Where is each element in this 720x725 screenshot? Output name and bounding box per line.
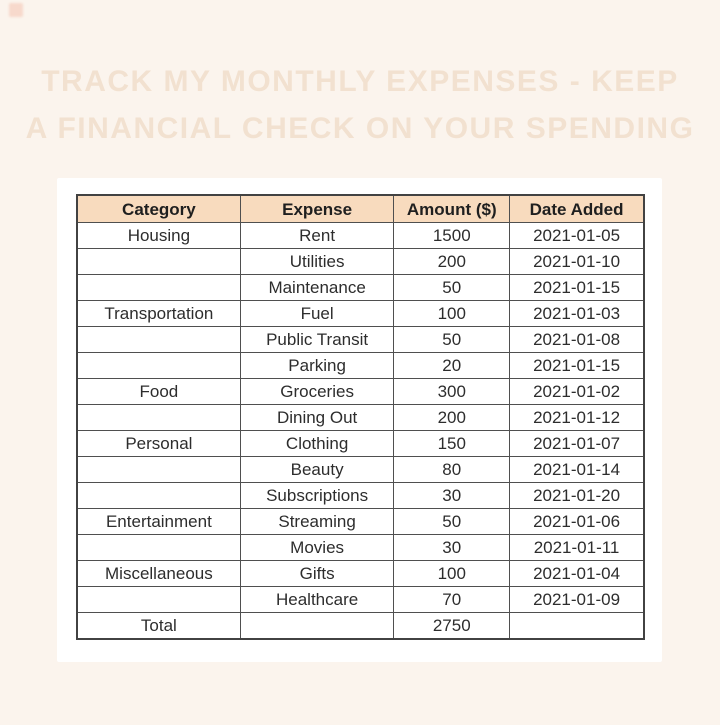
table-row: Housing Rent 1500 2021-01-05	[76, 222, 645, 249]
table-cell	[76, 586, 241, 613]
table-cell: Food	[76, 378, 241, 405]
header-row: Category Expense Amount ($) Date Added	[76, 194, 645, 223]
table-cell	[76, 352, 241, 379]
table-row: Movies 30 2021-01-11	[76, 534, 645, 561]
table-cell	[76, 404, 241, 431]
table-cell: 100	[393, 560, 511, 587]
table-cell: 2021-01-20	[509, 482, 645, 509]
table-cell: Miscellaneous	[76, 560, 241, 587]
table-cell: 2021-01-08	[509, 326, 645, 353]
table-cell	[76, 534, 241, 561]
page-title-line-1: TRACK MY MONTHLY EXPENSES - KEEP	[41, 65, 679, 98]
page-title-line-2: A FINANCIAL CHECK ON YOUR SPENDING	[25, 112, 695, 145]
table-row: Personal Clothing 150 2021-01-07	[76, 430, 645, 457]
table-row: Miscellaneous Gifts 100 2021-01-04	[76, 560, 645, 587]
table-cell: 300	[393, 378, 511, 405]
table-cell: Healthcare	[239, 586, 395, 613]
table-cell: 70	[393, 586, 511, 613]
table-cell	[76, 274, 241, 301]
table-cell: 2750	[393, 612, 511, 640]
table-cell	[509, 612, 645, 640]
table-cell: 2021-01-05	[509, 222, 645, 249]
table-cell	[76, 482, 241, 509]
corner-accent-square	[9, 3, 23, 17]
table-cell: 100	[393, 300, 511, 327]
table-row: Maintenance 50 2021-01-15	[76, 274, 645, 301]
header-category: Category	[76, 194, 241, 223]
table-cell: 30	[393, 482, 511, 509]
table-cell	[76, 326, 241, 353]
table-cell: Public Transit	[239, 326, 395, 353]
table-row: Public Transit 50 2021-01-08	[76, 326, 645, 353]
table-cell: Dining Out	[239, 404, 395, 431]
table-cell: 50	[393, 508, 511, 535]
table-cell: Total	[76, 612, 241, 640]
table-cell: 2021-01-09	[509, 586, 645, 613]
table-cell: 150	[393, 430, 511, 457]
table-cell	[76, 248, 241, 275]
table-cell: Gifts	[239, 560, 395, 587]
table-row: Healthcare 70 2021-01-09	[76, 586, 645, 613]
table-cell: Entertainment	[76, 508, 241, 535]
table-cell: 2021-01-04	[509, 560, 645, 587]
total-row: Total 2750	[76, 612, 645, 640]
header-expense: Expense	[239, 194, 395, 223]
table-cell: Streaming	[239, 508, 395, 535]
table-cell: 2021-01-07	[509, 430, 645, 457]
table-cell: 1500	[393, 222, 511, 249]
table-cell: Movies	[239, 534, 395, 561]
table-cell: 2021-01-06	[509, 508, 645, 535]
table-cell: Rent	[239, 222, 395, 249]
table-cell: Transportation	[76, 300, 241, 327]
table-cell	[76, 456, 241, 483]
table-row: Transportation Fuel 100 2021-01-03	[76, 300, 645, 327]
table-cell: Beauty	[239, 456, 395, 483]
table-cell: 50	[393, 274, 511, 301]
table-cell	[239, 612, 395, 640]
table-panel: Category Expense Amount ($) Date Added H…	[57, 178, 662, 662]
table-cell: 50	[393, 326, 511, 353]
table-cell: 2021-01-14	[509, 456, 645, 483]
table-row: Food Groceries 300 2021-01-02	[76, 378, 645, 405]
table-cell: 200	[393, 248, 511, 275]
table-row: Utilities 200 2021-01-10	[76, 248, 645, 275]
table-cell: Clothing	[239, 430, 395, 457]
table-cell: 20	[393, 352, 511, 379]
table-cell: 80	[393, 456, 511, 483]
table-cell: 2021-01-02	[509, 378, 645, 405]
table-cell: Parking	[239, 352, 395, 379]
table-cell: Groceries	[239, 378, 395, 405]
header-amount: Amount ($)	[393, 194, 511, 223]
page-title: TRACK MY MONTHLY EXPENSES - KEEP A FINAN…	[0, 58, 720, 152]
table-cell: 2021-01-10	[509, 248, 645, 275]
table-header: Category Expense Amount ($) Date Added	[76, 194, 645, 223]
table-cell: 2021-01-11	[509, 534, 645, 561]
table-row: Beauty 80 2021-01-14	[76, 456, 645, 483]
table-row: Dining Out 200 2021-01-12	[76, 404, 645, 431]
table-cell: Fuel	[239, 300, 395, 327]
table-cell: 2021-01-12	[509, 404, 645, 431]
table-cell: 200	[393, 404, 511, 431]
table-body: Housing Rent 1500 2021-01-05 Utilities 200 202…	[76, 222, 645, 640]
table-cell: 2021-01-15	[509, 352, 645, 379]
expenses-table: Category Expense Amount ($) Date Added H…	[76, 194, 645, 640]
table-cell: Housing	[76, 222, 241, 249]
header-date-added: Date Added	[509, 194, 645, 223]
table-row: Entertainment Streaming 50 2021-01-06	[76, 508, 645, 535]
table-cell: 30	[393, 534, 511, 561]
table-cell: Utilities	[239, 248, 395, 275]
table-cell: Subscriptions	[239, 482, 395, 509]
table-row: Parking 20 2021-01-15	[76, 352, 645, 379]
table-cell: 2021-01-15	[509, 274, 645, 301]
table-cell: Maintenance	[239, 274, 395, 301]
table-row: Subscriptions 30 2021-01-20	[76, 482, 645, 509]
table-cell: 2021-01-03	[509, 300, 645, 327]
table-cell: Personal	[76, 430, 241, 457]
